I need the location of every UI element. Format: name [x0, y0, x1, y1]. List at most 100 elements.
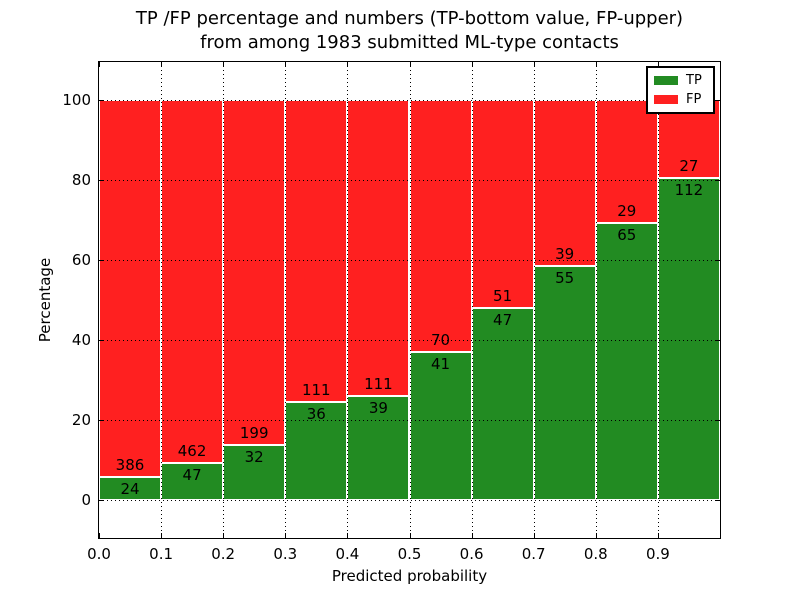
x-tick-bottom — [409, 533, 411, 538]
tp-count-label: 47 — [182, 466, 202, 485]
gridline-vertical — [161, 62, 163, 538]
y-tick-left — [99, 500, 104, 501]
fp-count-label: 39 — [555, 244, 575, 263]
legend-label-fp: FP — [686, 91, 702, 107]
x-tick-top — [161, 62, 163, 67]
bar-segment-tp — [595, 223, 658, 500]
x-tick-bottom — [657, 533, 659, 538]
gridline-vertical — [471, 62, 473, 538]
gridline-vertical — [595, 62, 597, 538]
gridline-vertical — [223, 62, 225, 538]
y-tick-right — [715, 340, 720, 341]
x-tick-top — [223, 62, 225, 67]
x-tick-top — [99, 62, 100, 67]
bar-segment-tp — [99, 476, 162, 500]
x-tick-bottom — [347, 533, 349, 538]
bar-segment-tp — [285, 402, 348, 500]
x-tick-label: 0.7 — [521, 545, 546, 563]
y-tick-right — [715, 500, 720, 501]
gridline-vertical — [409, 62, 411, 538]
x-tick-bottom — [471, 533, 473, 538]
y-tick-label: 0 — [81, 491, 91, 509]
x-tick-bottom — [99, 533, 100, 538]
tp-count-label: 112 — [674, 180, 704, 199]
y-axis-label: Percentage — [36, 257, 54, 343]
legend-item-fp: FP — [654, 92, 707, 107]
chart-title-line2: from among 1983 submitted ML-type contac… — [200, 32, 619, 53]
x-tick-bottom — [161, 533, 163, 538]
legend-item-tp: TP — [654, 73, 707, 88]
plot-area: 386 24 462 47 199 32 111 36 111 39 70 41 51 47 39 55 29 6… — [99, 62, 720, 538]
fp-count-label: 29 — [617, 202, 637, 221]
y-tick-right — [715, 180, 720, 181]
x-axis-label: Predicted probability — [331, 567, 488, 585]
fp-count-label: 70 — [430, 331, 451, 350]
y-tick-label: 60 — [71, 251, 91, 269]
bar-segment-fp — [533, 100, 596, 266]
tp-count-label: 32 — [244, 447, 264, 466]
x-tick-bottom — [285, 533, 287, 538]
bar-segment-fp — [409, 100, 472, 353]
y-tick-label: 20 — [71, 411, 91, 429]
plot-border — [98, 61, 721, 539]
fp-count-label: 462 — [177, 442, 207, 461]
tp-count-label: 24 — [120, 479, 140, 498]
x-tick-label: 0.3 — [273, 545, 298, 563]
y-tick-left — [99, 340, 104, 341]
tp-count-label: 47 — [493, 311, 513, 330]
fp-count-label: 27 — [679, 156, 699, 175]
gridline-vertical — [657, 62, 659, 538]
gridline-vertical — [533, 62, 535, 538]
x-tick-label: 0.9 — [645, 545, 670, 563]
chart-title-line1: TP /FP percentage and numbers (TP-bottom… — [135, 8, 684, 29]
x-tick-top — [347, 62, 349, 67]
fp-count-label: 386 — [115, 455, 145, 474]
bar-segment-tp — [533, 265, 596, 500]
y-tick-right — [715, 420, 720, 421]
y-tick-left — [99, 420, 104, 421]
tp-count-label: 36 — [306, 405, 326, 424]
tp-count-label: 41 — [430, 355, 451, 374]
x-tick-label: 0.0 — [87, 545, 111, 563]
y-tick-label: 40 — [71, 331, 91, 349]
fp-color-swatch — [654, 94, 678, 104]
fp-count-label: 199 — [239, 423, 269, 442]
bar-segment-tp — [161, 463, 224, 500]
legend-label-tp: TP — [686, 73, 702, 89]
y-tick-right — [715, 100, 720, 101]
y-tick-right — [715, 260, 720, 261]
gridline-vertical — [285, 62, 287, 538]
bar-segment-tp — [657, 177, 720, 500]
x-tick-label: 0.6 — [459, 545, 484, 563]
tp-count-label: 65 — [617, 226, 637, 245]
y-tick-label: 100 — [62, 91, 91, 109]
y-tick-left — [99, 180, 104, 181]
tp-count-label: 39 — [368, 399, 388, 417]
x-tick-top — [533, 62, 535, 67]
x-tick-label: 0.2 — [211, 545, 236, 563]
y-tick-left — [99, 100, 104, 101]
bar-segment-fp — [99, 100, 162, 477]
gridline-vertical — [347, 62, 349, 538]
x-tick-top — [471, 62, 473, 67]
legend: TP FP — [646, 66, 715, 114]
bar-segment-fp — [161, 100, 224, 464]
x-tick-label: 0.5 — [397, 545, 422, 563]
fp-count-label: 111 — [301, 381, 331, 400]
x-tick-label: 0.1 — [149, 545, 174, 563]
x-tick-label: 0.8 — [583, 545, 608, 563]
fp-count-label: 111 — [364, 375, 393, 393]
bar-segment-tp — [347, 396, 410, 500]
bar-segment-fp — [471, 100, 534, 309]
x-tick-top — [657, 62, 659, 67]
x-tick-label: 0.4 — [335, 545, 360, 563]
x-tick-bottom — [533, 533, 535, 538]
y-tick-left — [99, 260, 104, 261]
x-tick-bottom — [223, 533, 225, 538]
x-tick-bottom — [595, 533, 597, 538]
tp-count-label: 55 — [555, 268, 575, 287]
y-tick-label: 80 — [71, 171, 91, 189]
x-tick-top — [409, 62, 411, 67]
x-tick-top — [595, 62, 597, 67]
